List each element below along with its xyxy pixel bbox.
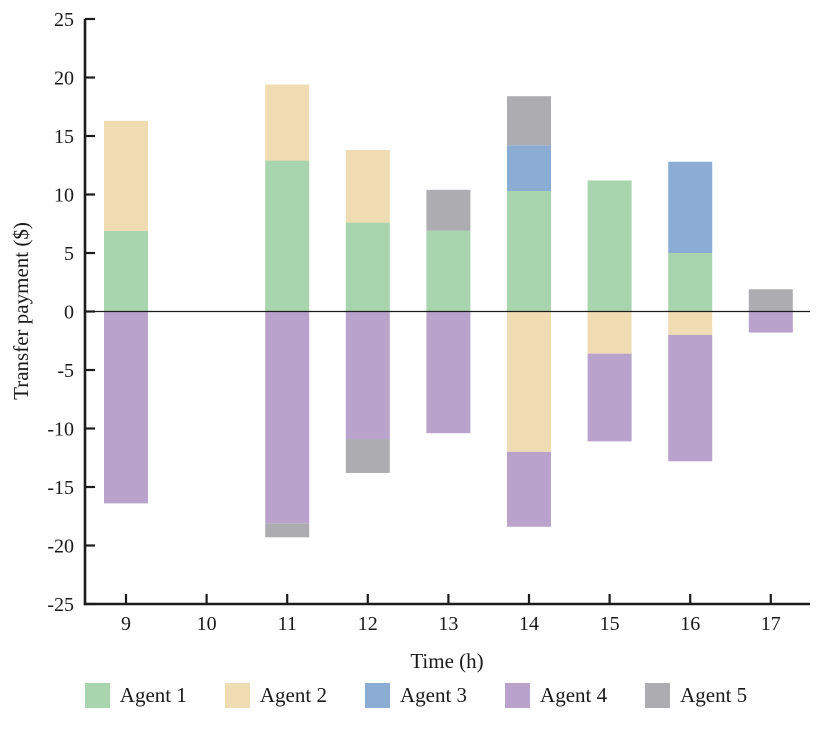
legend-label: Agent 3 (399, 683, 468, 707)
x-tick-label: 11 (278, 613, 297, 635)
bar-segment (345, 222, 390, 312)
bar-segment (748, 311, 793, 333)
x-tick-label: 15 (600, 613, 620, 635)
legend-item-agent-5: Agent 5 (645, 683, 747, 708)
legend-swatch (645, 683, 671, 708)
x-tick-label: 14 (519, 613, 539, 635)
bar-segment (668, 334, 713, 462)
y-tick-label: 15 (54, 126, 74, 148)
bar-segment (668, 253, 713, 312)
bar-segment (345, 150, 390, 223)
bar-segment (426, 189, 471, 231)
bar-segment (104, 230, 148, 312)
legend-swatch (84, 683, 110, 708)
y-tick-label: 25 (54, 9, 74, 31)
y-tick-label: -25 (47, 594, 74, 616)
bar-segment (345, 311, 390, 440)
y-tick-label: -20 (47, 536, 74, 558)
legend-swatch (224, 683, 250, 708)
bar-segment (587, 311, 632, 354)
bar-segment (507, 145, 551, 191)
bar-segment (507, 96, 551, 146)
y-axis-title: Transfer payment ($) (9, 222, 33, 400)
bar-segment (587, 353, 632, 442)
bar-segment (104, 120, 148, 231)
legend-item-agent-2: Agent 2 (224, 683, 327, 708)
bar-segment (507, 190, 551, 312)
bar-segment (587, 180, 632, 312)
x-tick-label: 9 (121, 613, 131, 635)
bar-segment (265, 160, 310, 312)
x-tick-label: 16 (680, 613, 700, 635)
legend-item-agent-1: Agent 1 (84, 683, 187, 708)
legend-item-agent-3: Agent 3 (364, 683, 468, 708)
y-tick-label: 5 (64, 243, 74, 265)
chart-legend: Agent 1 Agent 2 Agent 3 Agent 4 Agent 5 (0, 683, 832, 708)
bar-segment (104, 311, 148, 504)
bar-segment (426, 230, 471, 312)
y-tick-label: 10 (54, 185, 74, 207)
x-tick-label: 17 (761, 613, 781, 635)
y-tick-label: 0 (64, 302, 74, 324)
legend-label: Agent 5 (680, 683, 748, 707)
y-tick-label: -5 (57, 360, 74, 382)
bar-segment (507, 311, 551, 452)
bar-segment (507, 451, 551, 527)
legend-label: Agent 4 (540, 683, 608, 707)
legend-item-agent-4: Agent 4 (505, 683, 607, 708)
bar-segment (265, 523, 310, 538)
bar-segment (748, 289, 793, 312)
bar-segment (668, 161, 713, 253)
x-tick-label: 13 (438, 613, 458, 635)
legend-label: Agent 1 (119, 683, 187, 707)
y-tick-label: -10 (47, 419, 74, 441)
bar-segment (668, 311, 713, 335)
y-tick-label: -15 (47, 477, 74, 499)
bar-segment (426, 311, 471, 434)
y-tick-label: 20 (54, 68, 74, 90)
legend-label: Agent 2 (259, 683, 327, 707)
transfer-payment-chart: Transfer payment ($) Time (h) 25 20 15 10 5 0… (9, 9, 810, 673)
legend-swatch (364, 683, 390, 708)
x-tick-label: 10 (197, 613, 217, 635)
bar-segment (265, 311, 310, 524)
bar-segment (265, 84, 310, 161)
bar-segment (345, 439, 390, 473)
legend-swatch (505, 683, 531, 708)
x-axis-title: Time (h) (410, 649, 483, 673)
x-tick-label: 12 (358, 613, 378, 635)
